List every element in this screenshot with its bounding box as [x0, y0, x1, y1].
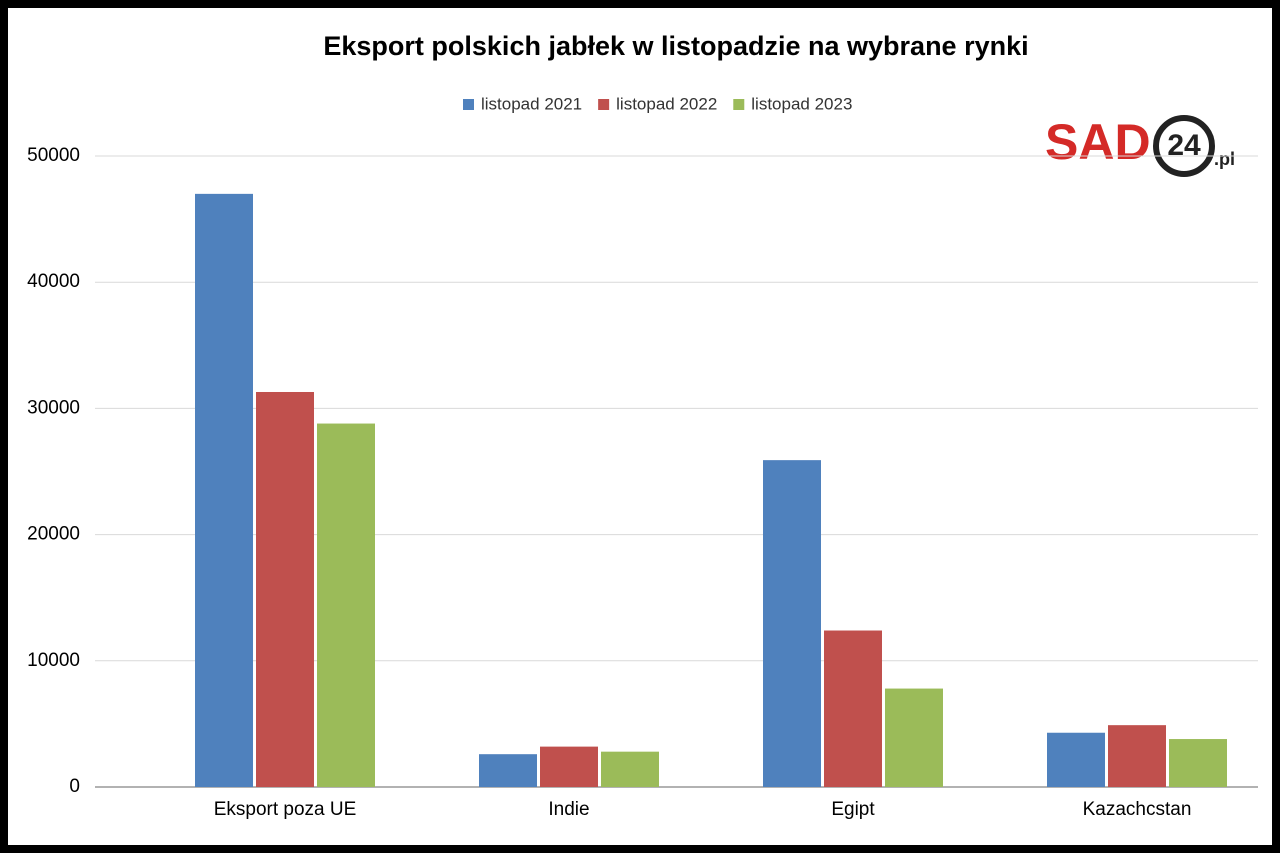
y-tick-label: 30000 [27, 397, 80, 418]
legend-label: listopad 2022 [616, 94, 717, 113]
bar [824, 630, 882, 787]
y-tick-label: 10000 [27, 650, 80, 671]
bar [601, 751, 659, 787]
bar [1108, 725, 1166, 787]
legend-label: listopad 2021 [481, 94, 582, 113]
bar [317, 423, 375, 787]
logo-domain: .pl [1214, 149, 1235, 169]
bar [1047, 732, 1105, 787]
bar [763, 460, 821, 787]
bar [1169, 739, 1227, 787]
legend-swatch [733, 99, 745, 110]
legend-swatch [463, 99, 474, 110]
bar [885, 688, 943, 787]
x-tick-label: Kazachcstan [1083, 799, 1192, 820]
logo-circle [1153, 115, 1215, 177]
logo-number: 24 [1167, 129, 1201, 162]
x-tick-label: Egipt [831, 799, 875, 820]
y-tick-label: 20000 [27, 524, 80, 545]
bar [540, 746, 598, 787]
bar [256, 391, 314, 787]
x-tick-label: Eksport poza UE [214, 799, 357, 820]
logo-brand: SAD [1045, 114, 1151, 170]
legend-label: listopad 2023 [751, 94, 852, 113]
chart-title: Eksport polskich jabłek w listopadzie na… [323, 31, 1028, 61]
x-tick-label: Indie [548, 799, 589, 820]
bar [195, 193, 253, 788]
y-tick-label: 40000 [27, 271, 80, 292]
y-tick-label: 0 [69, 776, 80, 797]
y-tick-label: 50000 [27, 145, 80, 166]
bar [479, 754, 537, 787]
legend-swatch [598, 99, 610, 110]
